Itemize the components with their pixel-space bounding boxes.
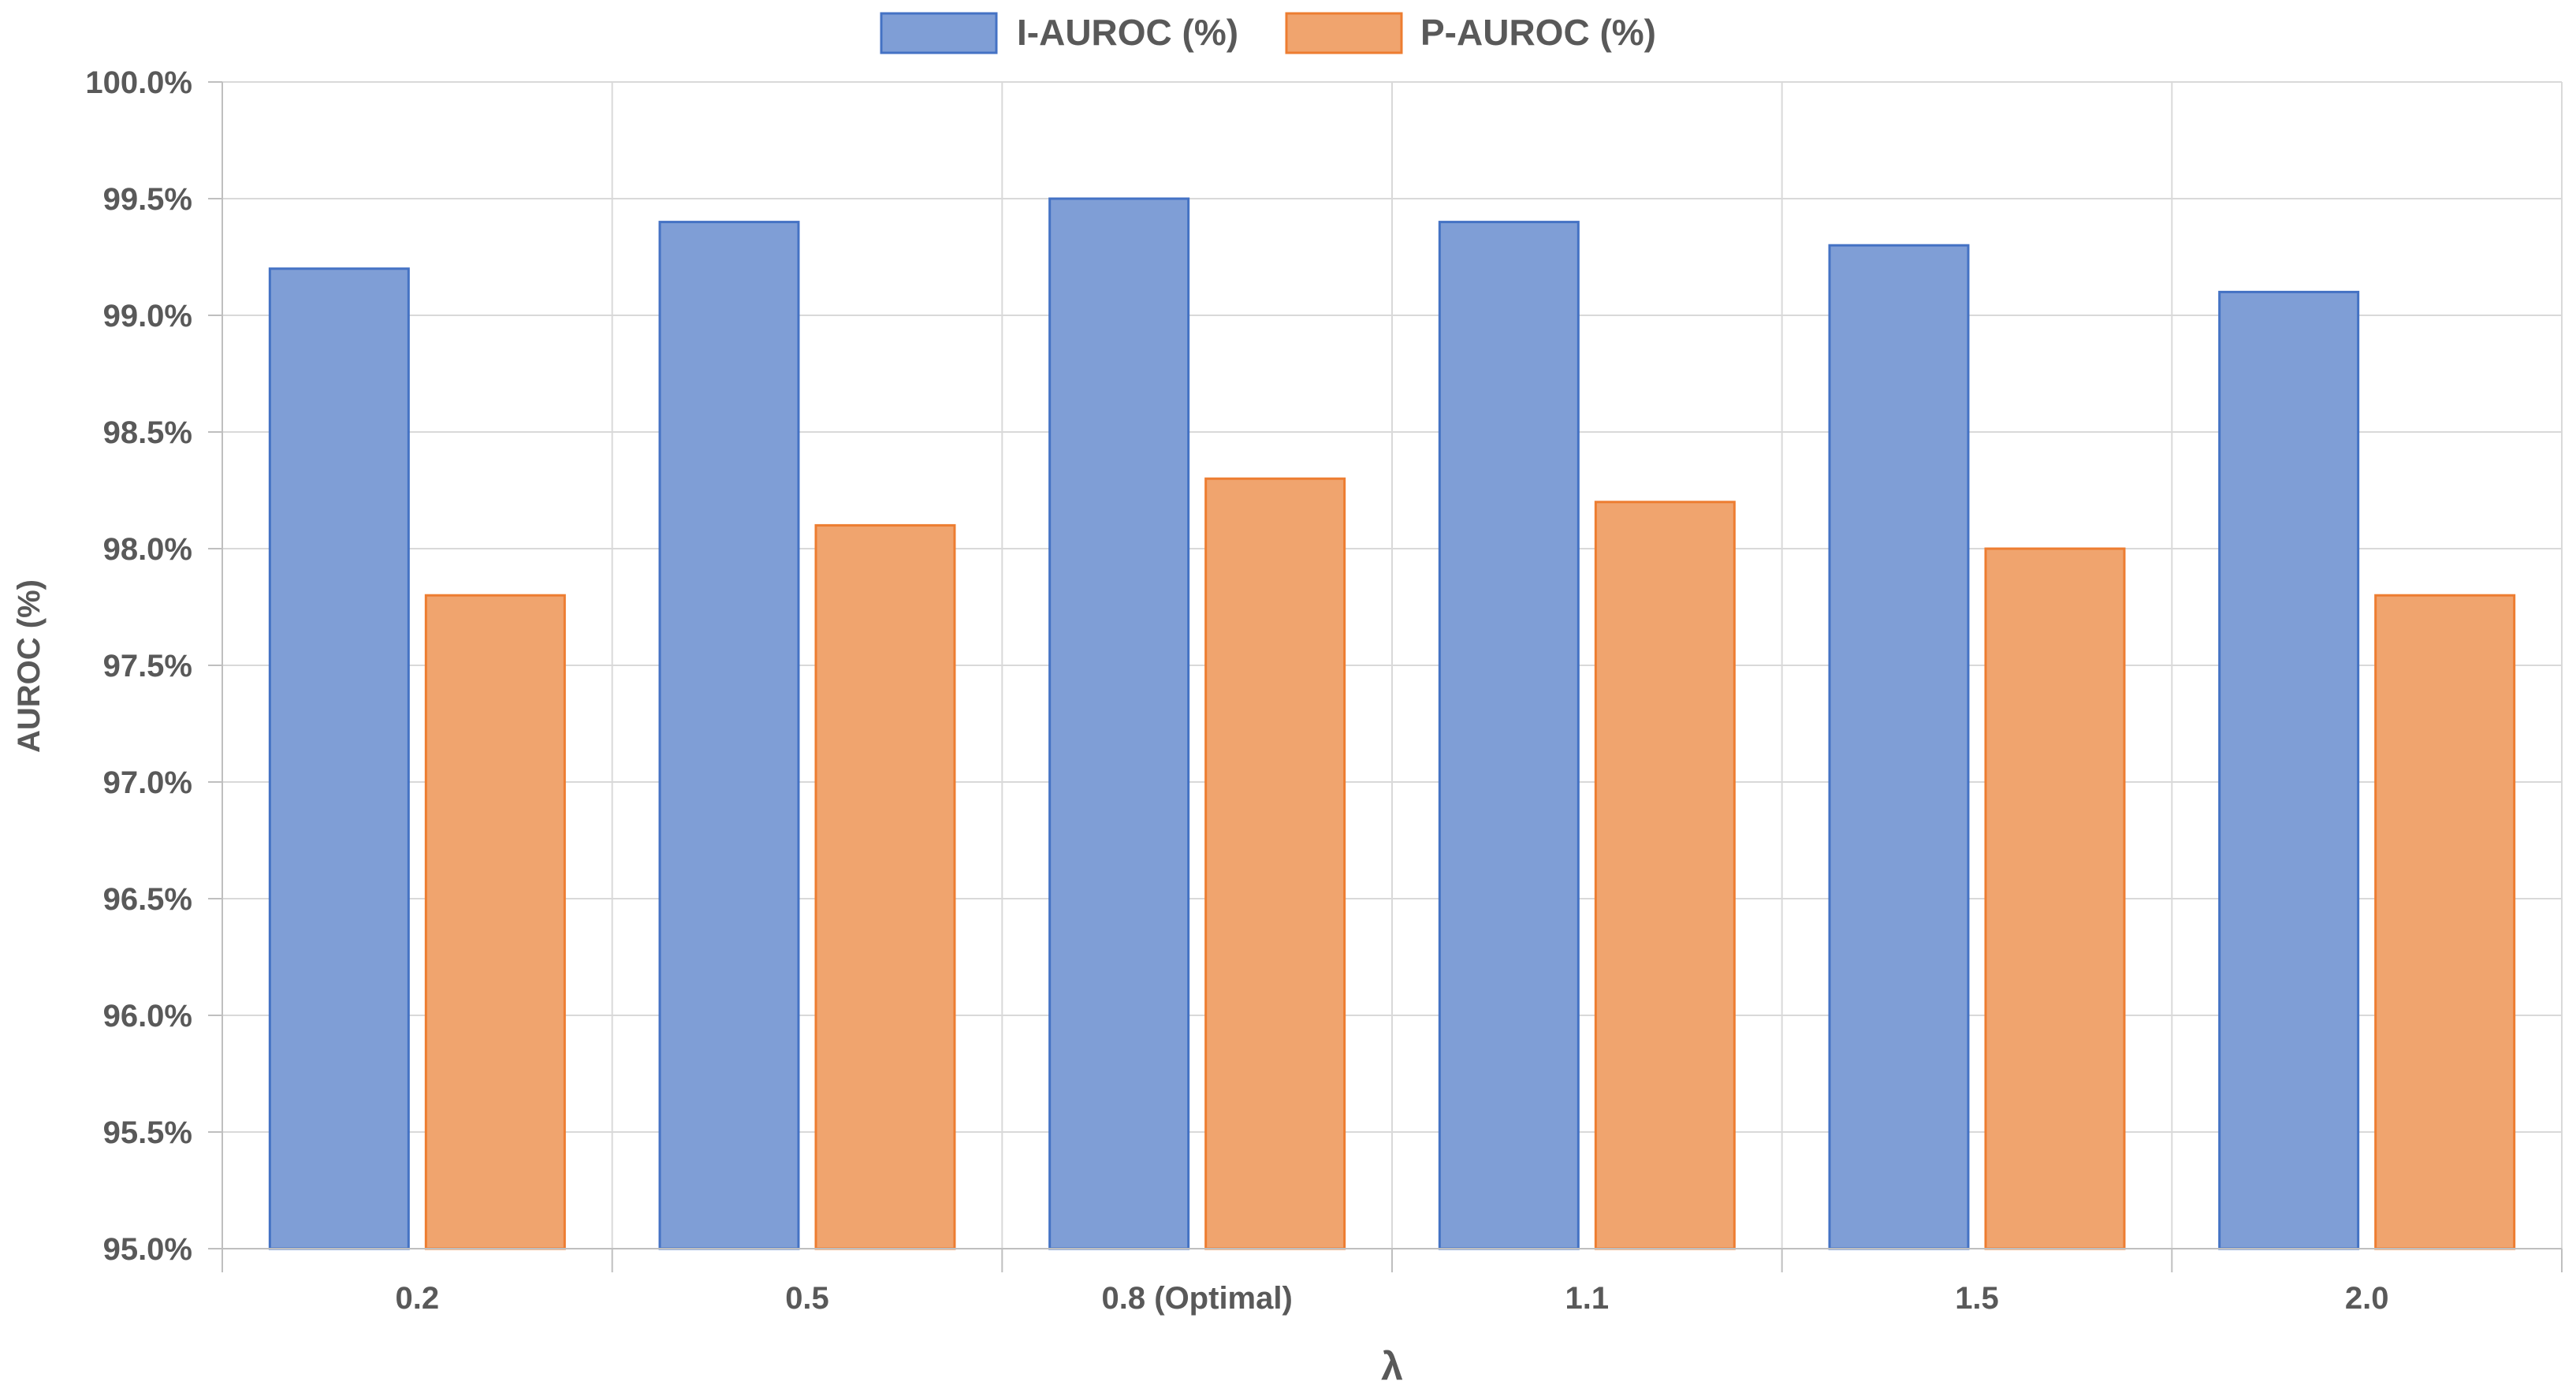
bar-p-auroc — [1594, 501, 1736, 1250]
gridlines — [221, 81, 2563, 1249]
y-tick-label: 95.5% — [103, 1115, 192, 1150]
bar-p-auroc — [424, 594, 566, 1250]
legend-swatch-i-auroc — [880, 12, 998, 54]
bar-i-auroc — [1828, 244, 1970, 1250]
axes: 95.0% 95.5% 96.0% 96.5% 97.0% 97.5% 98.0% 98.5%… — [85, 65, 2563, 1316]
bar-i-auroc — [1048, 197, 1190, 1250]
bar-p-auroc — [1204, 477, 1346, 1250]
y-tick-label: 99.0% — [103, 299, 192, 333]
legend-label-p-auroc: P-AUROC (%) — [1420, 12, 1656, 53]
bar-i-auroc — [2218, 290, 2360, 1250]
y-axis-title: AUROC (%) — [12, 579, 47, 753]
x-tick-label: 0.2 — [396, 1281, 440, 1316]
legend-swatch-p-auroc — [1285, 12, 1403, 54]
y-tick-label: 95.0% — [103, 1232, 192, 1267]
x-tick-label: 1.5 — [1955, 1281, 1999, 1316]
bar-i-auroc — [268, 267, 410, 1250]
y-tick-label: 100.0% — [85, 65, 192, 100]
legend-label-i-auroc: I-AUROC (%) — [1017, 12, 1238, 53]
bar-i-auroc — [1438, 221, 1580, 1250]
y-tick-label: 99.5% — [103, 182, 192, 217]
legend: I-AUROC (%) P-AUROC (%) — [880, 12, 1656, 54]
bar-p-auroc — [2374, 594, 2516, 1250]
x-tick-label: 1.1 — [1565, 1281, 1610, 1316]
x-tick-label: 0.8 (Optimal) — [1102, 1281, 1293, 1316]
x-axis-title: λ — [1381, 1344, 1403, 1388]
bars — [268, 197, 2516, 1250]
bar-p-auroc — [1984, 547, 2126, 1250]
y-tick-label: 98.0% — [103, 532, 192, 567]
bar-i-auroc — [658, 221, 800, 1250]
bar-p-auroc — [814, 523, 956, 1250]
x-tick-label: 0.5 — [785, 1281, 829, 1316]
y-tick-label: 97.0% — [103, 765, 192, 800]
y-tick-label: 96.0% — [103, 999, 192, 1033]
y-tick-label: 97.5% — [103, 649, 192, 683]
y-tick-label: 96.5% — [103, 882, 192, 917]
x-tick-label: 2.0 — [2345, 1281, 2389, 1316]
y-tick-label: 98.5% — [103, 415, 192, 450]
